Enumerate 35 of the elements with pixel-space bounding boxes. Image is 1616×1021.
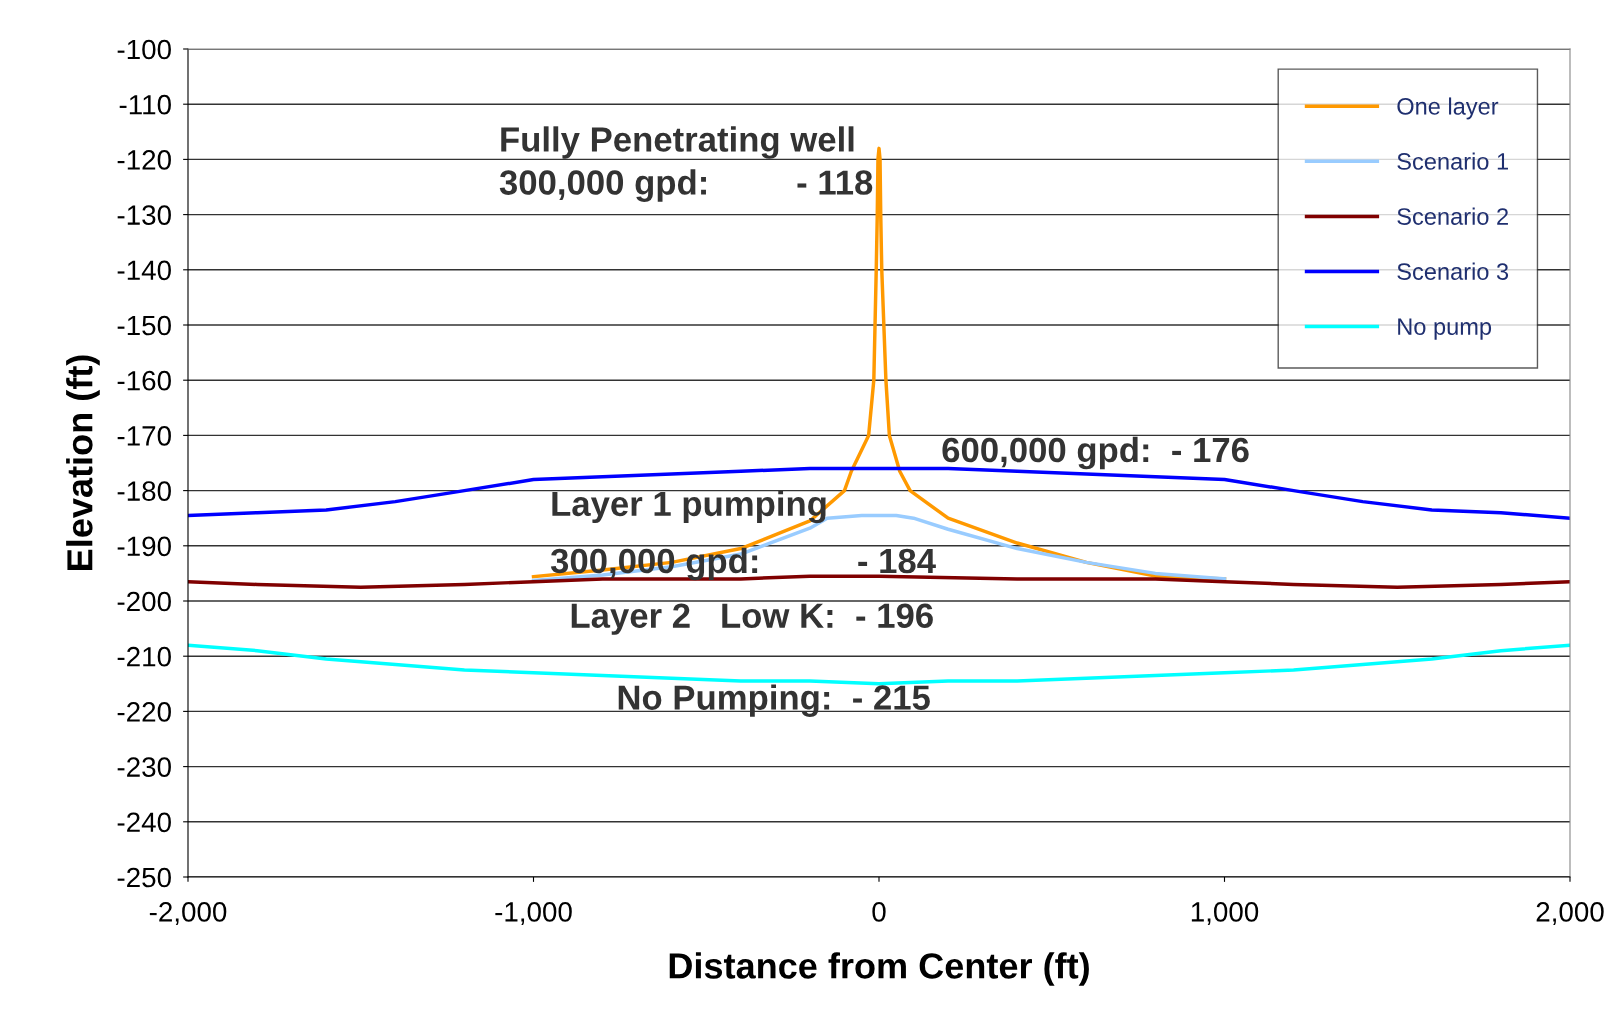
y-tick-label: -120 xyxy=(117,150,171,170)
annotation: Layer 1 pumping xyxy=(552,490,826,524)
x-tick-label: 0 xyxy=(872,902,886,922)
y-tick-label: -180 xyxy=(117,481,171,501)
annotation: Fully Penetrating well xyxy=(501,126,854,159)
y-tick-label: -160 xyxy=(117,370,171,391)
y-tick-label: -200 xyxy=(117,591,171,612)
y-tick-label: -240 xyxy=(117,812,171,833)
y-tick-label: -140 xyxy=(117,260,171,281)
annotation: 600,000 gpd: - 176 xyxy=(942,436,1249,470)
y-tick-label: -110 xyxy=(119,94,171,115)
y-tick-label: -250 xyxy=(117,867,171,888)
annotation: Layer 2 Low K: - 196 xyxy=(571,603,933,635)
x-tick-label: 2,000 xyxy=(1536,902,1604,925)
legend-label: One layer xyxy=(1397,97,1499,120)
x-tick-label: -1,000 xyxy=(495,902,572,925)
y-tick-label: -130 xyxy=(117,205,171,225)
legend-label: No pump xyxy=(1398,318,1492,340)
x-axis-title: Distance from Center (ft) xyxy=(669,952,1089,986)
x-tick-label: 1,000 xyxy=(1191,902,1259,925)
y-axis-title: Elevation (ft) xyxy=(66,355,100,570)
y-tick-label: -190 xyxy=(117,536,171,557)
y-tick-label: -150 xyxy=(117,315,171,336)
y-tick-label: -220 xyxy=(117,702,171,722)
annotation: 300,000 gpd: - 118 xyxy=(499,169,873,202)
y-tick-label: -170 xyxy=(117,426,171,446)
y-tick-label: -210 xyxy=(117,646,171,667)
x-tick-label: -2,000 xyxy=(149,902,227,925)
annotation: No Pumping: - 215 xyxy=(618,684,930,717)
line-series xyxy=(188,643,1570,686)
legend-label: Scenario 1 xyxy=(1397,152,1508,170)
legend-label: Scenario 3 xyxy=(1397,262,1509,280)
y-tick-label: -100 xyxy=(117,39,171,60)
y-tick-label: -230 xyxy=(117,757,171,777)
legend-label: Scenario 2 xyxy=(1397,207,1508,225)
